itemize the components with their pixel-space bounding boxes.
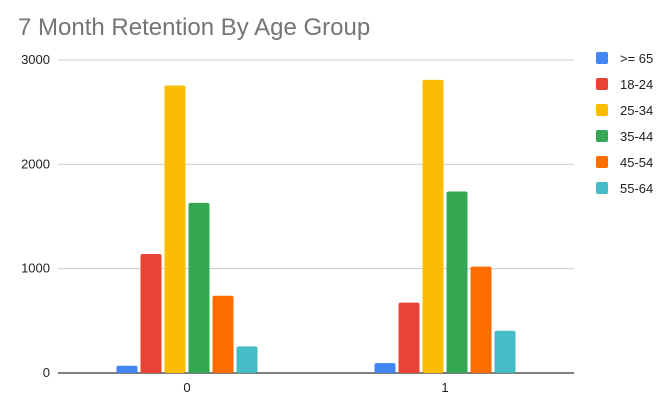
bar-2534-0 — [164, 85, 186, 373]
y-axis-tick-labels: 0 1000 2000 3000 — [21, 52, 50, 380]
bar-65-0 — [116, 365, 138, 373]
bar-1824-0 — [140, 254, 162, 373]
bar-5564-0 — [236, 346, 258, 373]
y-tick-label: 0 — [43, 365, 50, 380]
legend-label: 25-34 — [620, 103, 653, 118]
legend-swatch — [596, 52, 608, 64]
bar-3544-1 — [446, 191, 468, 373]
bar-3544-0 — [188, 202, 210, 373]
y-tick-label: 2000 — [21, 156, 50, 171]
bar-4554-1 — [470, 266, 492, 373]
y-tick-label: 3000 — [21, 52, 50, 67]
bar-65-1 — [374, 363, 396, 373]
bar-1824-1 — [398, 302, 420, 373]
legend-swatch — [596, 156, 608, 168]
x-tick-label: 0 — [183, 380, 190, 395]
legend-label: 45-54 — [620, 155, 653, 170]
legend-label: >= 65 — [620, 51, 653, 66]
legend-swatch — [596, 104, 608, 116]
legend-swatch — [596, 130, 608, 142]
bar-2534-1 — [422, 79, 444, 373]
legend-label: 55-64 — [620, 181, 653, 196]
legend-label: 18-24 — [620, 77, 653, 92]
legend-swatch — [596, 78, 608, 90]
bars — [116, 79, 516, 373]
bar-4554-0 — [212, 295, 234, 373]
x-tick-label: 1 — [441, 380, 448, 395]
bar-5564-1 — [494, 330, 516, 373]
legend-swatch — [596, 182, 608, 194]
legend-label: 35-44 — [620, 129, 653, 144]
gridlines — [58, 59, 574, 374]
chart-title: 7 Month Retention By Age Group — [18, 14, 370, 41]
legend: >= 65 18-24 25-34 35-44 45-54 55-64 — [596, 51, 653, 196]
y-tick-label: 1000 — [21, 261, 50, 276]
